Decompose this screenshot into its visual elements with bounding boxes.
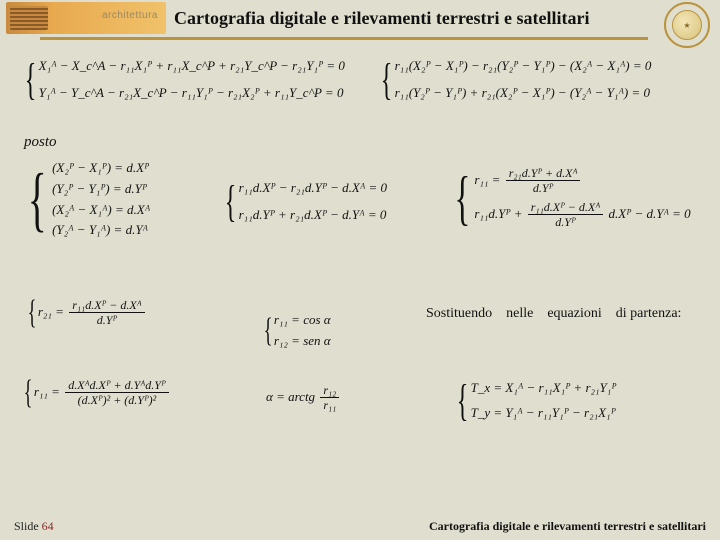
- seal-icon: ★: [672, 10, 702, 40]
- header-rule: [40, 37, 648, 40]
- equation: α = arctg r₁₂r₁₁: [266, 383, 341, 413]
- equation: r₁₁(Y₂ᴾ − Y₁ᴾ) + r₂₁(X₂ᴾ − X₁ᴾ) − (Y₂ᴬ −…: [395, 83, 652, 104]
- slide-number: Slide 64: [14, 519, 54, 534]
- faculty-logo: architettura: [6, 2, 166, 34]
- equation: (X₂ᴾ − X₁ᴾ) = d.Xᴾ: [52, 158, 150, 179]
- equation: X₁ᴬ − X_c^A − r₁₁X₁ᴾ + r₁₁X_c^P + r₂₁Y_c…: [39, 56, 345, 77]
- equation: r₁₂ = sen α: [274, 331, 331, 352]
- footer-title: Cartografia digitale e rilevamenti terre…: [429, 519, 706, 534]
- equation: r₁₁(X₂ᴾ − X₁ᴾ) − r₂₁(Y₂ᴾ − Y₁ᴾ) − (X₂ᴬ −…: [395, 56, 652, 77]
- equation: r₁₁d.Yᴾ + r₂₁d.Xᴾ − d.Yᴬ = 0: [239, 205, 387, 226]
- equation: (Y₂ᴬ − Y₁ᴬ) = d.Yᴬ: [52, 220, 150, 241]
- equation: r₁₁ = r₂₁d.Yᴾ + d.Xᴬd.Yᴾ: [474, 166, 690, 196]
- equation: r₁₁ = cos α: [274, 310, 331, 331]
- equation: (Y₂ᴾ − Y₁ᴾ) = d.Yᴾ: [52, 179, 150, 200]
- text-sostituendo: Sostituendo nelle equazioni di partenza:: [426, 306, 696, 322]
- footer: Slide 64 Cartografia digitale e rilevame…: [0, 516, 720, 536]
- label-posto: posto: [24, 134, 57, 151]
- equation: r₁₁ = d.Xᴬd.Xᴾ + d.Yᴬd.Yᴾ(d.Xᴾ)² + (d.Yᴾ…: [34, 378, 171, 408]
- university-seal: ★: [664, 2, 710, 48]
- equation: (X₂ᴬ − X₁ᴬ) = d.Xᴬ: [52, 200, 150, 221]
- page-title: Cartografia digitale e rilevamenti terre…: [174, 8, 590, 29]
- slide-content: { X₁ᴬ − X_c^A − r₁₁X₁ᴾ + r₁₁X_c^P + r₂₁Y…: [20, 48, 700, 512]
- equation: T_x = X₁ᴬ − r₁₁X₁ᴾ + r₂₁Y₁ᴾ: [471, 378, 617, 399]
- equation: r₁₁d.Xᴾ − r₂₁d.Yᴾ − d.Xᴬ = 0: [239, 178, 387, 199]
- equation: T_y = Y₁ᴬ − r₁₁Y₁ᴾ − r₂₁X₁ᴾ: [471, 403, 617, 424]
- equation: Y₁ᴬ − Y_c^A − r₂₁X_c^P − r₁₁Y₁ᴾ − r₂₁X₂ᴾ…: [39, 83, 345, 104]
- equation: r₂₁ = r₁₁d.Xᴾ − d.Xᴬd.Yᴾ: [38, 298, 147, 328]
- logo-text: architettura: [102, 10, 158, 21]
- equation: r₁₁d.Yᴾ + r₁₁d.Xᴾ − d.Xᴬd.Yᴾ d.Xᴾ − d.Yᴬ…: [474, 200, 690, 230]
